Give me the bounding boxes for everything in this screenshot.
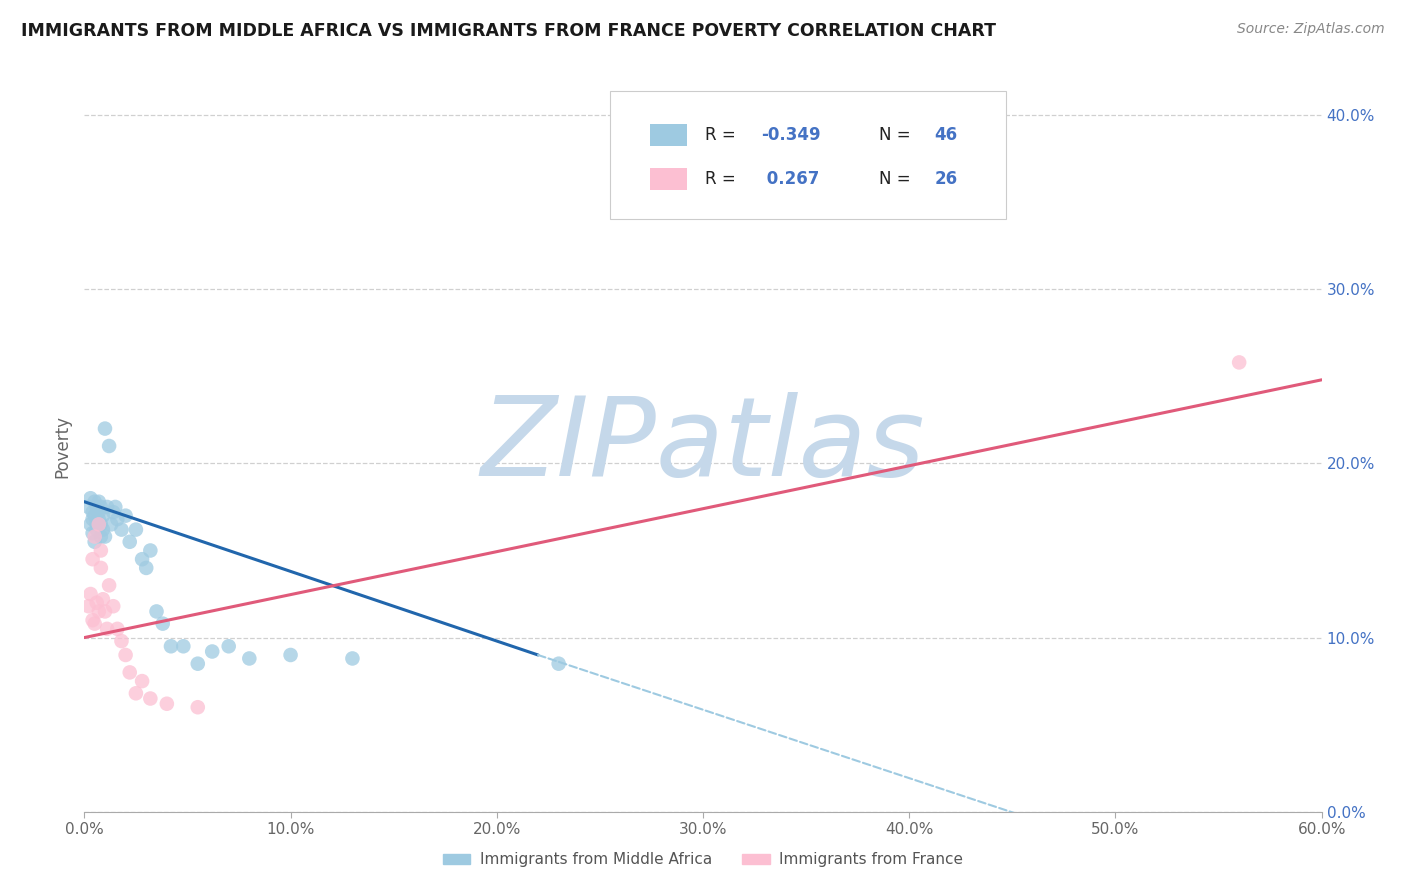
Point (83, 534, 105, 549)
Point (98, 439, 121, 453)
Point (105, 512, 128, 526)
Legend: Immigrants from Middle Africa, Immigrants from France: Immigrants from Middle Africa, Immigrant… (437, 847, 969, 873)
Point (86, 523, 108, 537)
Point (131, 552, 153, 566)
Point (218, 640, 240, 654)
Point (90, 517, 112, 532)
Point (98, 578, 121, 592)
Point (83, 530, 105, 544)
Point (83, 494, 105, 508)
Point (135, 561, 157, 575)
Point (94, 421, 117, 435)
Point (77, 599, 100, 614)
Point (83, 616, 105, 631)
Point (90, 500, 112, 514)
Point (238, 651, 260, 665)
Text: N =: N = (879, 170, 915, 188)
Text: ZIPatlas: ZIPatlas (481, 392, 925, 500)
Point (90, 561, 112, 575)
Point (110, 523, 132, 537)
Point (96, 622, 118, 636)
Point (90, 530, 112, 544)
Point (86, 517, 108, 532)
Text: Source: ZipAtlas.com: Source: ZipAtlas.com (1237, 22, 1385, 37)
Point (104, 500, 127, 514)
Point (87, 494, 110, 508)
Point (82, 505, 104, 519)
Point (82, 552, 104, 566)
Text: IMMIGRANTS FROM MIDDLE AFRICA VS IMMIGRANTS FROM FRANCE POVERTY CORRELATION CHAR: IMMIGRANTS FROM MIDDLE AFRICA VS IMMIGRA… (21, 22, 995, 40)
Point (201, 644, 224, 658)
Point (160, 640, 183, 654)
Point (86, 596, 108, 610)
Point (118, 534, 141, 549)
Point (94, 530, 117, 544)
Point (79, 517, 101, 532)
Point (110, 634, 132, 648)
Point (187, 700, 209, 714)
Point (139, 543, 162, 558)
Point (139, 691, 162, 706)
Text: 46: 46 (935, 126, 957, 145)
FancyBboxPatch shape (650, 124, 688, 146)
Point (91, 592, 114, 607)
Point (79, 587, 101, 601)
Point (87, 517, 110, 532)
FancyBboxPatch shape (610, 91, 1007, 219)
Y-axis label: Poverty: Poverty (53, 415, 72, 477)
Point (125, 686, 148, 700)
Text: R =: R = (706, 170, 741, 188)
Point (103, 505, 125, 519)
Point (96, 500, 118, 514)
Point (103, 599, 125, 614)
Point (145, 604, 167, 618)
Point (131, 674, 153, 689)
Point (94, 604, 117, 618)
Text: 26: 26 (935, 170, 957, 188)
Point (118, 665, 141, 680)
Point (1227, 355, 1250, 369)
Text: R =: R = (706, 126, 741, 145)
Point (91, 508, 114, 523)
Point (82, 526, 104, 541)
Point (83, 508, 105, 523)
Point (156, 697, 179, 711)
Point (114, 508, 136, 523)
Point (280, 648, 302, 662)
Point (82, 512, 104, 526)
Point (172, 640, 194, 654)
Point (105, 622, 128, 636)
Point (547, 657, 569, 671)
Point (114, 648, 136, 662)
Point (100, 517, 122, 532)
Point (152, 616, 174, 631)
Point (77, 500, 100, 514)
Point (125, 523, 148, 537)
FancyBboxPatch shape (650, 168, 688, 190)
Text: 0.267: 0.267 (761, 170, 820, 188)
Point (79, 491, 101, 506)
Point (187, 657, 209, 671)
Point (87, 604, 110, 618)
Text: N =: N = (879, 126, 915, 145)
Point (82, 613, 104, 627)
Point (91, 523, 114, 537)
Point (87, 512, 110, 526)
Point (86, 500, 108, 514)
Point (87, 505, 110, 519)
Point (90, 543, 112, 558)
Text: -0.349: -0.349 (761, 126, 821, 145)
Point (342, 651, 364, 665)
